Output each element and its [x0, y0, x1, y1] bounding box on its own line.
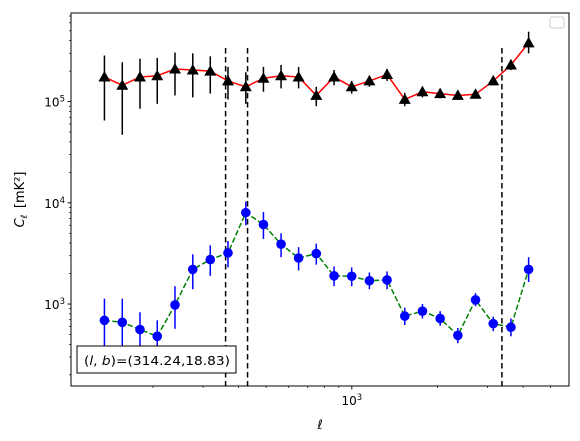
series-0-point-19	[434, 87, 447, 99]
series-1-point-2	[135, 324, 145, 335]
series-1-point-8	[241, 207, 251, 218]
series-1-point-9	[258, 219, 269, 230]
series-0-point-3	[151, 69, 164, 81]
series-0-point-1	[116, 79, 129, 90]
series-0-point-6	[204, 65, 217, 76]
annotation-text: (l, b)=(314.24,18.83)	[84, 353, 230, 368]
x-tick-label: 103	[341, 393, 362, 408]
series-0-point-17	[398, 93, 411, 104]
series-1-point-23	[506, 322, 516, 333]
series-0	[98, 31, 535, 135]
x-axis-label: ℓ	[316, 418, 322, 433]
series-1-point-1	[117, 317, 128, 328]
y-axis-label-text: Cℓ [mK²]	[13, 172, 30, 228]
series-1-point-10	[276, 239, 286, 250]
series-0-point-22	[487, 74, 500, 86]
plot-content	[98, 31, 535, 386]
series-1-point-12	[311, 248, 322, 259]
series-1-point-0	[99, 315, 110, 326]
series-1-point-13	[329, 271, 339, 281]
series-1-point-3	[152, 331, 163, 342]
annotation-box: (l, b)=(314.24,18.83)	[76, 345, 237, 374]
series-0-point-21	[469, 88, 482, 99]
series-0-point-5	[186, 64, 199, 75]
series-0-point-2	[133, 70, 146, 82]
series-0-point-13	[328, 70, 341, 82]
series-0-point-0	[98, 70, 111, 82]
series-0-point-16	[381, 68, 394, 80]
series-0-point-15	[363, 74, 376, 86]
series-0-point-24	[522, 36, 535, 48]
y-tick-label: 105	[44, 95, 65, 110]
y-tick-label: 104	[44, 196, 65, 211]
series-0-point-12	[310, 89, 323, 100]
series-0-point-4	[168, 62, 181, 74]
series-1-point-20	[453, 330, 463, 341]
series-1-point-14	[346, 271, 357, 282]
series-0-point-8	[239, 80, 252, 92]
series-0-point-11	[292, 70, 305, 82]
series-1-point-5	[187, 264, 198, 275]
series-1-point-4	[170, 300, 180, 310]
series-1-point-19	[435, 313, 445, 324]
series-1-point-22	[488, 318, 499, 329]
series-0-point-7	[221, 74, 234, 86]
series-0-point-23	[504, 58, 517, 70]
series-1-point-18	[417, 306, 428, 316]
series-1	[99, 201, 534, 357]
series-1-point-16	[382, 275, 392, 285]
y-axis-label: Cℓ [mK²]	[13, 172, 30, 228]
series-1-point-21	[470, 295, 481, 305]
series-0-point-18	[416, 85, 429, 97]
series-1-point-6	[205, 254, 216, 265]
series-0-point-10	[275, 69, 288, 81]
series-1-point-11	[293, 253, 304, 263]
legend-box	[549, 16, 565, 29]
series-0-point-9	[257, 72, 270, 83]
plot-frame	[70, 12, 570, 387]
series-0-point-20	[451, 89, 464, 100]
series-0-point-14	[345, 80, 358, 92]
y-tick-label: 103	[44, 297, 65, 312]
series-1-point-17	[399, 311, 410, 321]
series-1-point-7	[223, 248, 233, 258]
series-1-point-24	[523, 264, 534, 275]
plot-area	[71, 13, 569, 386]
series-1-point-15	[364, 275, 375, 286]
